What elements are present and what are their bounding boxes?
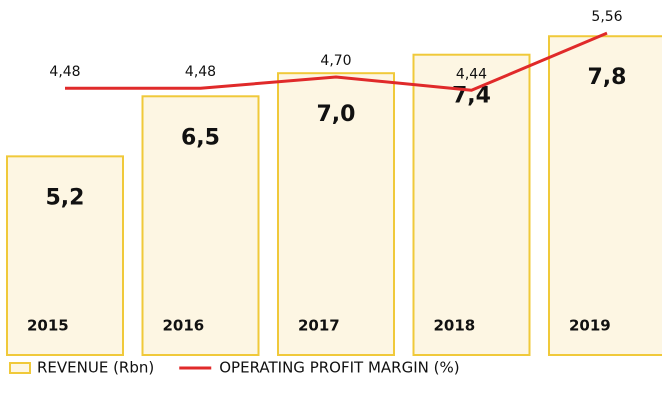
bar (548, 35, 662, 356)
bar-value-label: 7,8 (588, 65, 627, 90)
legend-label: REVENUE (Rbn) (37, 359, 154, 377)
bar (6, 155, 124, 356)
bar (141, 95, 260, 356)
line-value-label: 5,56 (591, 9, 622, 25)
bar-value-label: 6,5 (181, 125, 220, 150)
line-value-label: 4,48 (185, 64, 216, 80)
bar (277, 72, 395, 357)
bar (412, 53, 531, 356)
line-value-label: 4,48 (49, 64, 80, 80)
x-tick-label: 2015 (27, 317, 69, 335)
x-tick-label: 2016 (163, 317, 205, 335)
line-value-label: 4,44 (456, 66, 487, 82)
legend-swatch (9, 362, 31, 374)
line-value-label: 4,70 (320, 53, 351, 69)
bar-value-label: 5,2 (46, 185, 85, 210)
x-tick-label: 2018 (434, 317, 476, 335)
x-tick-label: 2017 (298, 317, 340, 335)
bar-value-label: 7,0 (317, 102, 356, 127)
legend-label: OPERATING PROFIT MARGIN (%) (219, 359, 459, 377)
x-tick-label: 2019 (569, 317, 611, 335)
line (65, 31, 608, 92)
